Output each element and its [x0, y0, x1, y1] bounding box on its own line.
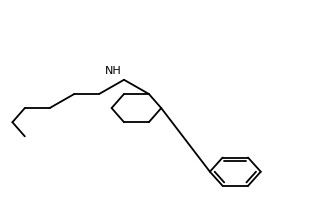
Text: NH: NH — [105, 66, 121, 76]
